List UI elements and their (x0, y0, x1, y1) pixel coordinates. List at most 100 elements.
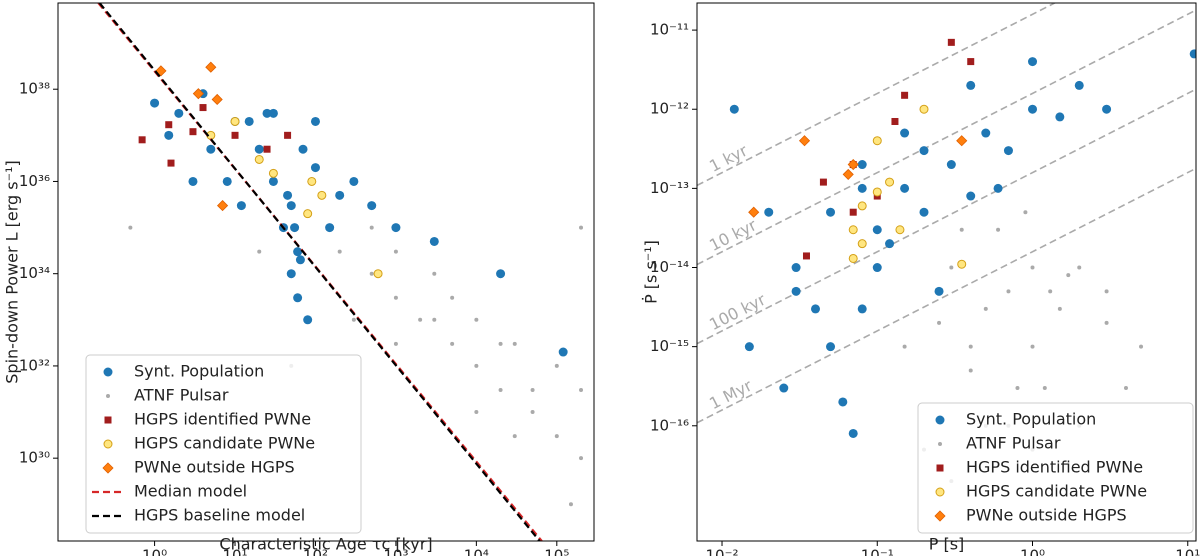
legend: Synt. Population ATNF Pulsar HGPS identifi… (85, 354, 362, 534)
point (959, 227, 964, 232)
point (791, 263, 801, 273)
point (919, 104, 929, 114)
age-label: 1 Myr (706, 376, 755, 414)
point (1028, 57, 1038, 67)
y-tick-label: 10⁻¹³ (650, 179, 689, 197)
point (798, 135, 811, 147)
point (393, 341, 398, 346)
point (872, 136, 882, 146)
point (779, 383, 789, 393)
point (432, 317, 437, 322)
legend-label: Synt. Population (966, 410, 1096, 429)
point (968, 344, 973, 349)
point (872, 263, 882, 273)
point (956, 135, 968, 147)
point (222, 176, 232, 186)
point (283, 190, 293, 200)
point (1030, 344, 1035, 349)
point (262, 108, 272, 118)
point (310, 163, 320, 173)
legend-label: HGPS identified PWNe (134, 410, 311, 429)
point (937, 320, 942, 325)
point (919, 146, 929, 156)
point (1048, 289, 1053, 294)
legend-label: PWNe outside HGPS (134, 458, 295, 477)
legend-box (85, 354, 362, 534)
point (791, 286, 801, 296)
point (530, 410, 535, 415)
x-tick-label: 10⁴ (464, 547, 489, 557)
x-axis-label: P [s] (929, 535, 965, 554)
point (900, 128, 910, 138)
point (919, 207, 929, 217)
legend-swatch (103, 367, 113, 377)
point (307, 176, 317, 186)
point (901, 91, 909, 99)
point (512, 434, 517, 439)
point (174, 108, 184, 118)
point (842, 168, 854, 181)
point (857, 304, 867, 314)
y-tick-label: 10⁻¹² (650, 100, 689, 118)
axes-frame (696, 2, 1197, 542)
age-line (697, 88, 1196, 345)
age-line (697, 167, 1196, 424)
point (393, 295, 398, 300)
y-tick-label: 10³² (19, 356, 50, 374)
legend-label: PWNe outside HGPS (966, 506, 1127, 525)
point (900, 183, 910, 193)
point (849, 208, 857, 216)
point (199, 104, 207, 112)
point (981, 128, 991, 138)
point (568, 502, 573, 507)
point (268, 168, 278, 178)
point (230, 116, 240, 126)
legend-label: HGPS baseline model (134, 506, 305, 525)
point (968, 368, 973, 373)
point (418, 317, 423, 322)
point (949, 265, 954, 270)
point (857, 239, 867, 249)
x-axis-label: Characteristic Age τc [kyr] (219, 535, 432, 554)
point (947, 38, 955, 46)
point (236, 201, 246, 211)
point (891, 117, 899, 125)
point (847, 158, 859, 171)
point (498, 341, 503, 346)
x-tick-label: 10¹ (1175, 547, 1200, 557)
y-tick-label: 10⁻¹¹ (650, 21, 689, 39)
point (1006, 289, 1011, 294)
point (498, 388, 503, 393)
point (838, 397, 848, 407)
legend-swatch (934, 510, 946, 522)
x-tick-label: 10⁵ (544, 547, 569, 557)
point (206, 144, 216, 154)
legend-swatch (936, 464, 944, 472)
point (369, 271, 374, 276)
point (1102, 104, 1112, 114)
y-tick-label: 10³⁸ (19, 80, 50, 98)
point (284, 131, 292, 139)
point (325, 223, 335, 233)
point (290, 223, 300, 233)
point (373, 269, 383, 279)
y-tick-label: 10⁻¹⁶ (650, 416, 689, 434)
model-line (98, 3, 541, 541)
point (303, 315, 313, 325)
axes-frame (57, 2, 595, 542)
point (579, 456, 584, 461)
point (286, 201, 296, 211)
point (293, 247, 303, 257)
x-tick-label: 10⁻¹ (861, 547, 894, 557)
y-tick-label: 10³⁰ (19, 449, 50, 467)
point (167, 159, 175, 167)
x-tick-label: 10⁰ (1020, 547, 1045, 557)
point (1023, 210, 1028, 215)
legend-swatch (104, 416, 112, 424)
age-label: 10 kyr (706, 215, 760, 255)
point (934, 286, 944, 296)
point (1055, 112, 1065, 122)
point (138, 136, 146, 144)
legend: Synt. Population ATNF Pulsar HGPS identifi… (917, 402, 1194, 534)
point (857, 160, 867, 170)
